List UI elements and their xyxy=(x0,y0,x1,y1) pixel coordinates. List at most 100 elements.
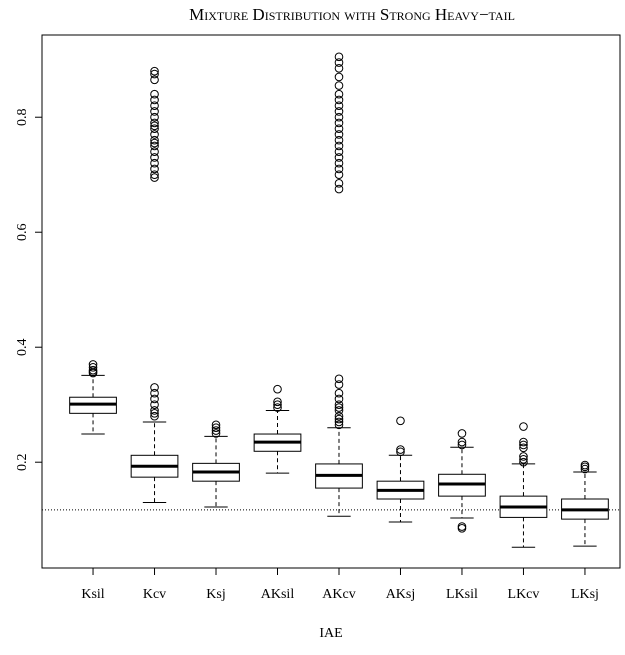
outlier xyxy=(334,153,344,162)
outlier xyxy=(88,363,98,372)
outlier xyxy=(150,173,159,182)
outlier xyxy=(396,416,405,426)
outlier xyxy=(150,95,159,105)
outlier xyxy=(211,420,221,430)
outlier xyxy=(150,170,159,180)
outlier xyxy=(334,179,344,188)
outlier xyxy=(580,460,590,470)
outlier xyxy=(150,135,159,145)
outlier xyxy=(273,397,282,407)
outlier xyxy=(273,400,282,410)
outlier xyxy=(334,388,344,398)
x-axis-label: IAE xyxy=(319,626,342,641)
x-tick-label: AKsj xyxy=(386,587,416,602)
outlier xyxy=(457,440,467,450)
outlier xyxy=(150,89,159,99)
outlier xyxy=(334,406,344,415)
outlier xyxy=(519,452,528,461)
outlier xyxy=(334,81,344,90)
outlier xyxy=(334,95,344,105)
outlier xyxy=(150,411,159,421)
outlier xyxy=(334,414,344,424)
outlier xyxy=(334,72,344,82)
outlier xyxy=(150,121,159,131)
outlier xyxy=(519,455,528,464)
outlier xyxy=(519,443,528,453)
y-tick-label: 0.4 xyxy=(15,338,30,356)
outlier xyxy=(580,464,590,474)
outlier xyxy=(150,66,159,76)
x-tick-label: Ksj xyxy=(206,587,225,602)
outlier xyxy=(334,52,344,62)
x-tick-label: AKsil xyxy=(261,587,295,602)
outlier xyxy=(150,400,159,410)
outlier xyxy=(211,423,221,433)
outlier xyxy=(334,411,344,421)
outlier xyxy=(334,124,344,134)
outlier xyxy=(457,429,467,438)
outlier xyxy=(396,445,405,454)
plot-frame xyxy=(41,34,621,569)
outlier xyxy=(334,164,344,174)
outlier xyxy=(150,107,159,116)
outlier xyxy=(88,365,98,375)
outlier xyxy=(334,380,344,389)
outlier xyxy=(150,383,159,392)
outlier xyxy=(334,158,344,168)
outlier xyxy=(334,141,344,151)
outlier xyxy=(150,406,159,415)
outlier xyxy=(334,89,344,99)
outlier xyxy=(457,437,467,447)
outlier xyxy=(334,135,344,145)
outlier xyxy=(88,360,98,369)
x-tick-label: LKsj xyxy=(571,587,599,602)
outlier xyxy=(150,409,159,418)
outlier xyxy=(334,107,344,116)
outlier xyxy=(519,437,528,447)
outlier xyxy=(150,164,159,174)
outlier xyxy=(334,374,344,384)
outlier xyxy=(150,158,159,168)
outlier xyxy=(396,447,405,457)
outlier xyxy=(150,101,159,111)
outlier xyxy=(211,429,221,438)
x-tick-label: LKcv xyxy=(508,587,540,602)
outlier xyxy=(334,170,344,180)
outlier xyxy=(334,112,344,122)
outlier xyxy=(273,403,282,412)
outlier xyxy=(334,403,344,412)
outlier xyxy=(457,522,467,531)
outlier xyxy=(150,141,159,151)
outlier xyxy=(150,112,159,122)
chart-title: Mixture Distribution with Strong Heavy−t… xyxy=(189,5,515,24)
y-tick-label: 0.6 xyxy=(15,223,30,241)
outlier xyxy=(519,457,528,467)
outlier xyxy=(150,124,159,134)
outlier xyxy=(334,394,344,404)
x-tick-label: Kcv xyxy=(143,587,166,602)
outlier xyxy=(334,420,344,430)
outlier xyxy=(150,118,159,128)
y-tick-label: 0.2 xyxy=(15,453,30,471)
x-tick-label: AKcv xyxy=(322,587,355,602)
outlier xyxy=(457,524,467,533)
outlier xyxy=(334,130,344,139)
outlier xyxy=(334,58,344,67)
outlier xyxy=(273,384,282,394)
outlier xyxy=(334,400,344,410)
outlier xyxy=(211,426,221,435)
outlier xyxy=(150,147,159,157)
outlier xyxy=(150,130,159,139)
outlier xyxy=(519,422,528,431)
outlier xyxy=(150,69,159,79)
outlier xyxy=(334,118,344,128)
outlier xyxy=(150,75,159,85)
outlier xyxy=(150,394,159,404)
outlier xyxy=(150,153,159,162)
x-tick-label: LKsil xyxy=(446,587,478,602)
outlier xyxy=(334,147,344,157)
outlier xyxy=(150,138,159,148)
x-tick-label: Ksil xyxy=(81,587,104,602)
outlier xyxy=(334,64,344,73)
